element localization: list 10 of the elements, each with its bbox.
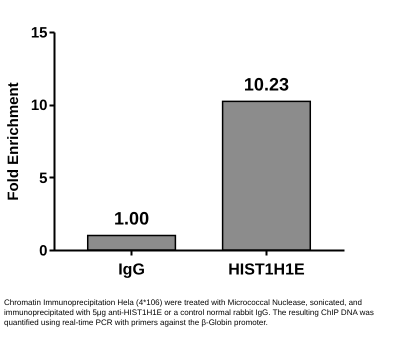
y-tick-label: 0 [39,242,48,260]
data-label: 1.00 [114,208,150,228]
data-label: 10.23 [244,74,289,94]
text: Chromatin Immunoprecipitation Hela (4*106) were treated with Micrococcal Nuclease, sonicated, and immunoprecipitated with 5μg anti-HIST1H1E or a control normal rabbit IgG. The resulting ChIP DNA was quantified using real-time PCR with primers against the β-Globin promoter. [4,298,375,328]
x-tick-label: HIST1H1E [228,262,306,278]
x-tick-label: IgG [118,262,145,278]
y-tick-label: 5 [39,170,48,187]
y-tick-label: 10 [30,97,48,114]
y-tick-label: 15 [30,24,48,42]
y-axis-title: Fold Enrichment [4,82,22,201]
